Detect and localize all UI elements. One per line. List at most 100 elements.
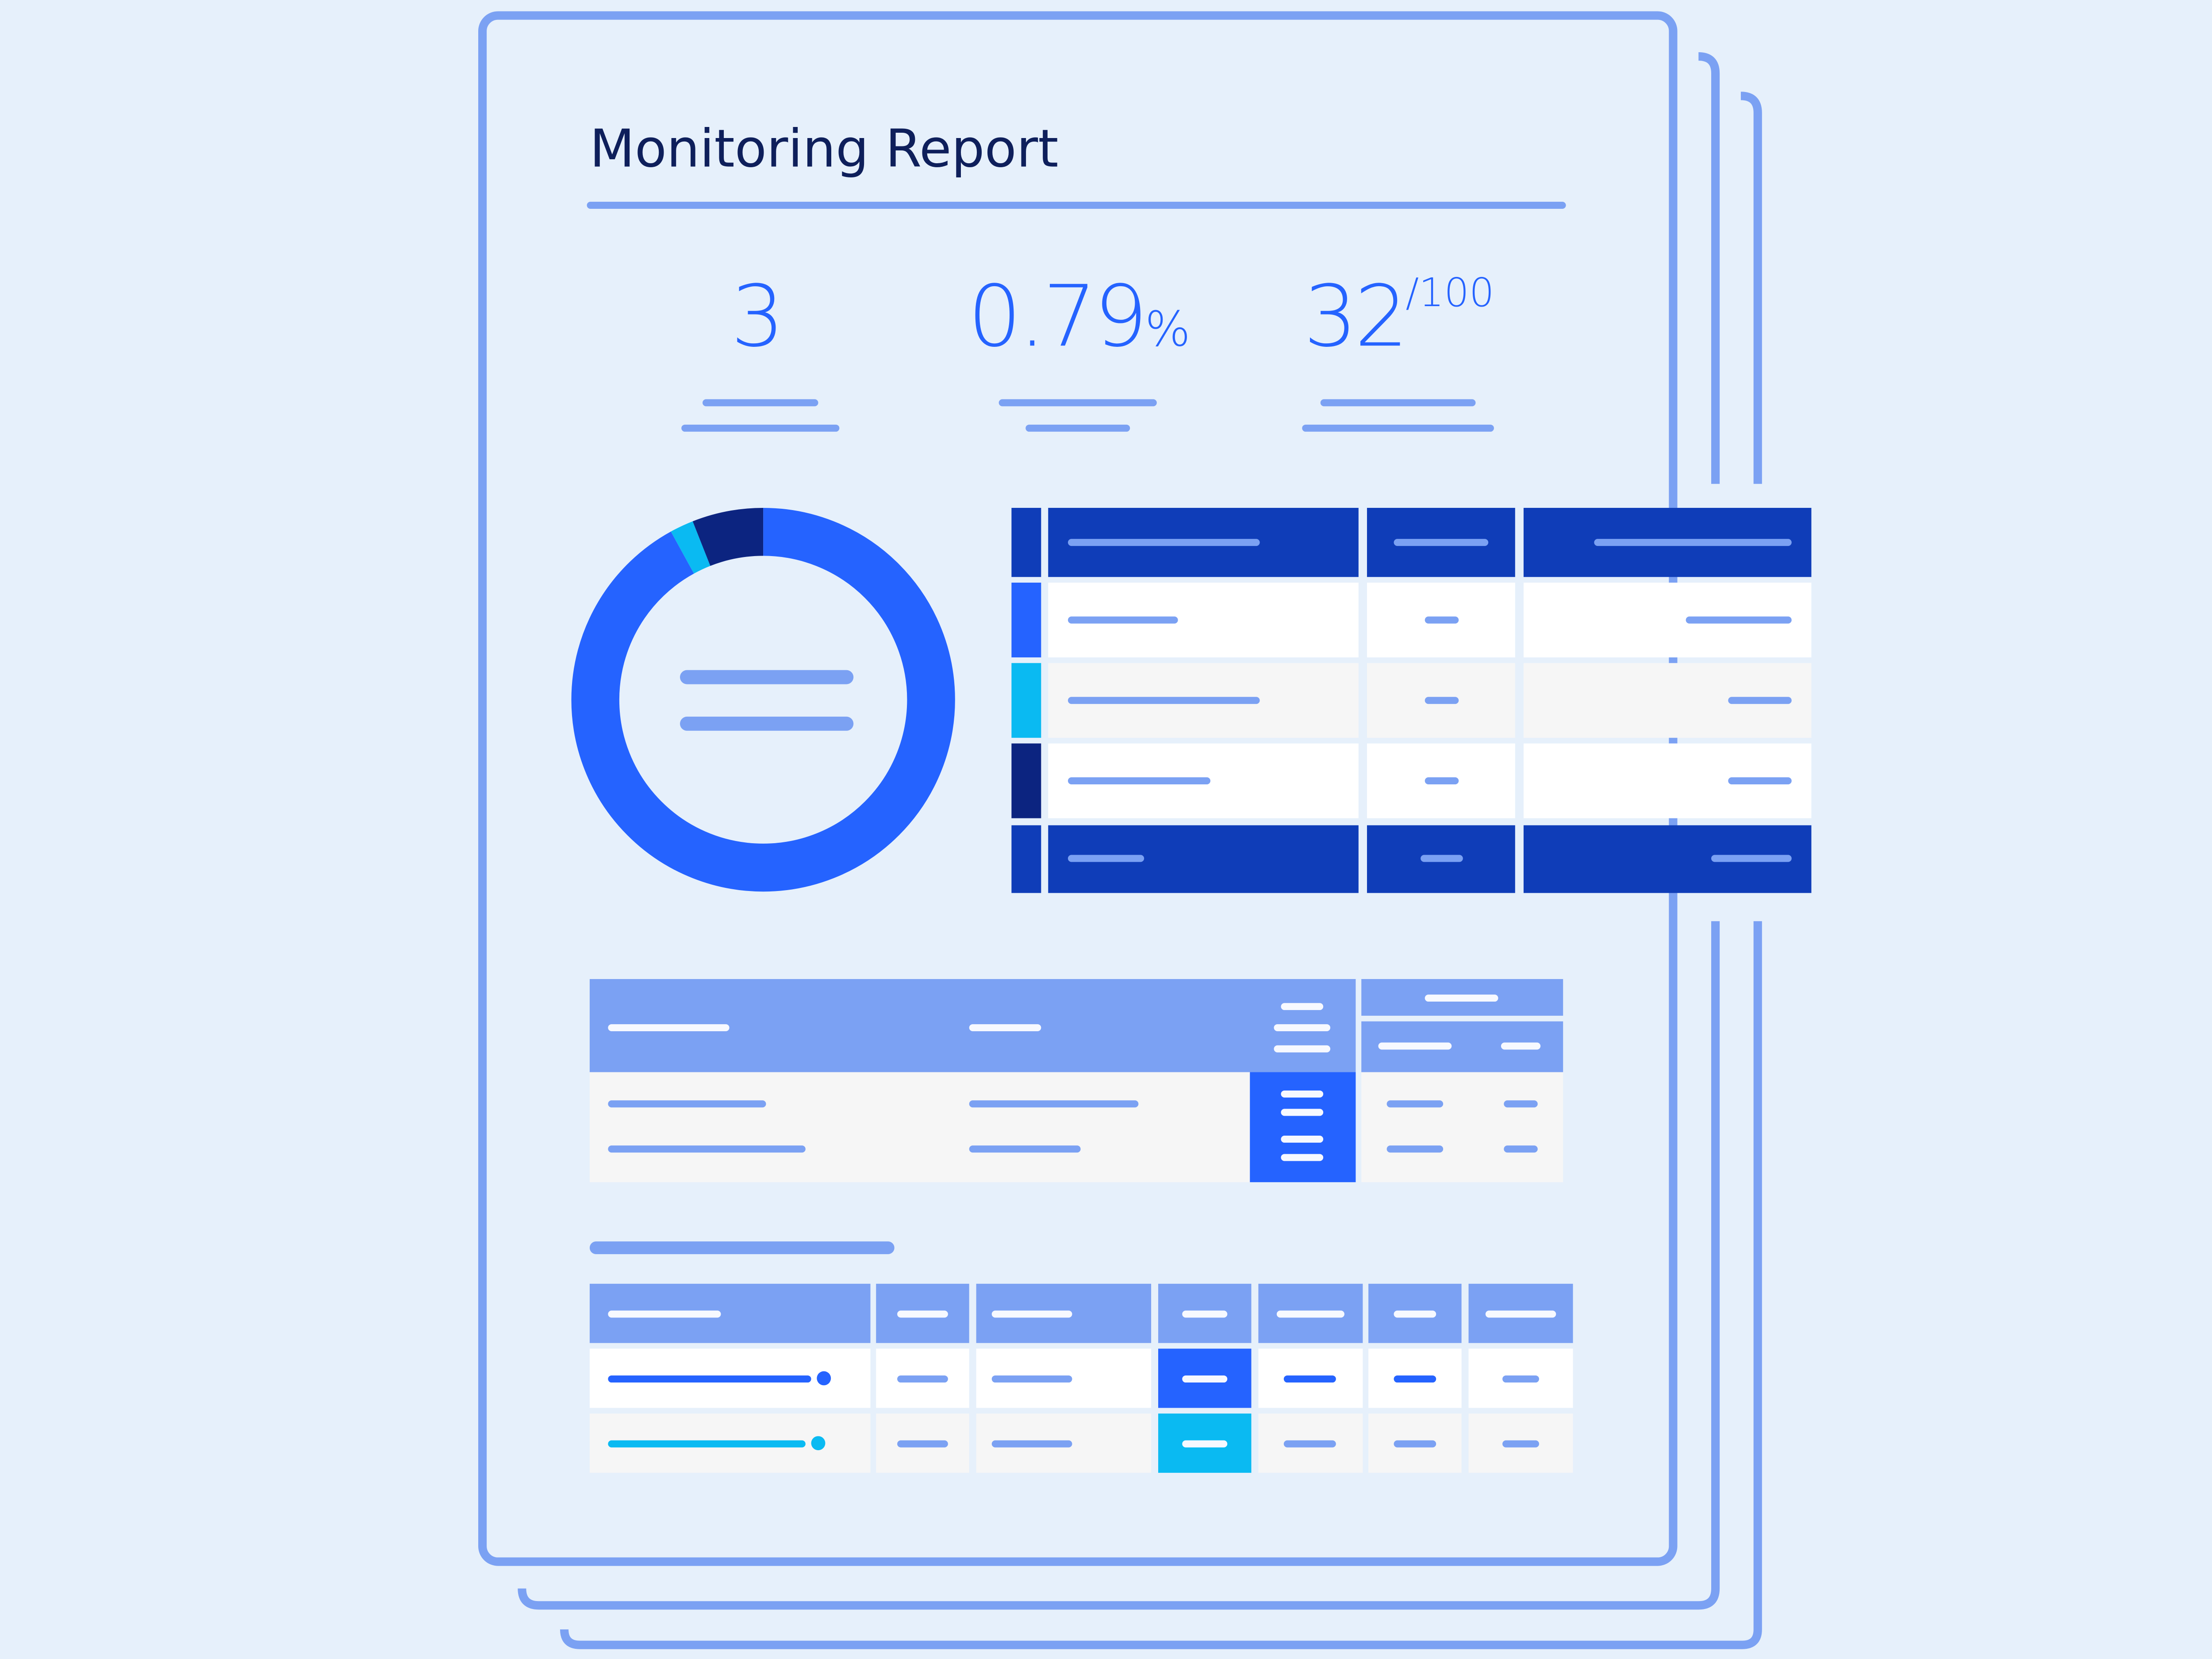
kpi-count-value: 3	[730, 268, 785, 367]
breakdown-row-1-key	[1011, 582, 1041, 657]
detail-section-heading	[589, 1241, 895, 1254]
kpi-score-label-line-1	[1320, 399, 1476, 407]
breakdown-row-3-col-3-text	[1728, 777, 1792, 784]
breakdown-header-col-3-text	[1594, 539, 1792, 546]
summary-header-list-line-1	[1281, 1003, 1324, 1010]
kpi-count: 3	[730, 268, 785, 367]
kpi-score-suffix: /100	[1406, 269, 1494, 316]
breakdown-total-col-3-text	[1711, 855, 1792, 862]
breakdown-row-3-col-2-text	[1425, 777, 1459, 784]
detail-row-2-col-2-text	[897, 1440, 948, 1448]
detail-header-col-5	[1258, 1283, 1363, 1343]
kpi-rate-unit: %	[1145, 302, 1191, 358]
summary-row-2-col-2-text	[969, 1145, 1081, 1153]
detail-header-col-4	[1158, 1283, 1252, 1343]
breakdown-header-key	[1011, 507, 1041, 577]
summary-header-col-2-text	[969, 1024, 1041, 1032]
breakdown-row-1-col-3-text	[1686, 616, 1792, 624]
donut-segment-1	[571, 507, 955, 892]
breakdown-total-col-2	[1367, 825, 1515, 893]
detail-row-2-col-4-text	[1182, 1440, 1228, 1448]
breakdown-row-2-col-1-text	[1068, 697, 1260, 704]
summary-header-subgroup	[1361, 1021, 1563, 1072]
breakdown-row-2-key	[1011, 663, 1041, 738]
breakdown-total-col-1-text	[1068, 855, 1144, 862]
detail-header-col-7	[1468, 1283, 1573, 1343]
breakdown-row-1-col-2-text	[1425, 616, 1459, 624]
detail-row-1-col-5-text	[1283, 1375, 1336, 1383]
summary-row-1-col-1-text	[608, 1100, 766, 1108]
breakdown-total-col-3	[1523, 825, 1812, 893]
breakdown-total-col-2-text	[1421, 855, 1463, 862]
detail-row-1-col-6	[1368, 1348, 1462, 1408]
detail-row-1-col-5	[1258, 1348, 1363, 1408]
summary-highlight-line-1	[1281, 1090, 1324, 1098]
breakdown-row-1-col-1	[1048, 582, 1359, 657]
kpi-count-label-line-1	[703, 399, 818, 407]
summary-highlight-line-2	[1281, 1109, 1324, 1116]
kpi-rate: 0.79%	[968, 268, 1191, 367]
detail-row-2-col-5-text	[1283, 1440, 1336, 1448]
breakdown-header-col-2	[1367, 507, 1515, 577]
kpi-count-label-line-2	[681, 424, 840, 432]
summary-subgroup-body	[1361, 1072, 1563, 1183]
breakdown-row-2-col-3-text	[1728, 697, 1792, 704]
detail-row-2-col-5	[1258, 1413, 1363, 1473]
detail-row-1-col-3-text	[991, 1375, 1072, 1383]
detail-header-col-4-text	[1182, 1310, 1228, 1318]
summary-header-subgroup-col-1-text	[1378, 1042, 1452, 1050]
detail-header-col-1-text	[608, 1310, 721, 1318]
breakdown-row-2-col-2-text	[1425, 697, 1459, 704]
detail-row-1-col-1	[589, 1348, 871, 1408]
detail-header-col-3	[976, 1283, 1152, 1343]
detail-row-2-col-6-text	[1394, 1440, 1436, 1448]
summary-row-1-col-2-text	[969, 1100, 1139, 1108]
summary-header-group-text	[1425, 995, 1498, 1002]
breakdown-header-col-1	[1048, 507, 1359, 577]
detail-header-col-2-text	[897, 1310, 948, 1318]
summary-header-list-line-3	[1274, 1045, 1331, 1052]
summary-header-group	[1361, 979, 1563, 1016]
summary-subgroup-row-2-col-2-text	[1504, 1145, 1538, 1153]
detail-row-2-col-7	[1468, 1413, 1573, 1473]
breakdown-total-col-1	[1048, 825, 1359, 893]
detail-row-2-col-3	[976, 1413, 1152, 1473]
detail-row-2-col-2	[876, 1413, 969, 1473]
summary-header-list-line-2	[1274, 1024, 1331, 1032]
breakdown-row-3-col-1-text	[1068, 777, 1210, 784]
breakdown-row-3-key	[1011, 743, 1041, 818]
detail-row-2-series-line	[608, 1440, 806, 1448]
summary-subgroup-row-1-col-1-text	[1386, 1100, 1444, 1108]
detail-row-2-col-3-text	[991, 1440, 1072, 1448]
summary-body	[589, 1072, 1250, 1183]
kpi-rate-label-line-2	[1025, 424, 1130, 432]
summary-subgroup-row-2-col-1-text	[1386, 1145, 1444, 1153]
detail-header-col-3-text	[991, 1310, 1072, 1318]
detail-row-2-col-6	[1368, 1413, 1462, 1473]
breakdown-header-col-1-text	[1068, 539, 1260, 546]
breakdown-row-2-col-2	[1367, 663, 1515, 738]
detail-row-1-col-6-text	[1394, 1375, 1436, 1383]
breakdown-row-1-col-1-text	[1068, 616, 1178, 624]
breakdown-total-key	[1011, 825, 1041, 893]
breakdown-row-1-col-2	[1367, 582, 1515, 657]
detail-row-1-col-7-text	[1502, 1375, 1539, 1383]
back-page-outline	[560, 92, 1762, 1649]
breakdown-row-3-col-3	[1523, 743, 1812, 818]
donut-chart	[571, 507, 955, 892]
detail-header-col-7-text	[1485, 1310, 1556, 1318]
kpi-rate-value: 0.79	[968, 268, 1148, 367]
breakdown-row-2-col-3	[1523, 663, 1812, 738]
detail-row-1-col-2	[876, 1348, 969, 1408]
breakdown-row-3-col-2	[1367, 743, 1515, 818]
donut-center-label-line-1	[680, 670, 854, 684]
donut-segment-3	[571, 507, 955, 892]
summary-row-2-col-1-text	[608, 1145, 806, 1153]
detail-row-1-col-3	[976, 1348, 1152, 1408]
summary-highlight-line-3	[1281, 1135, 1324, 1143]
kpi-score-label-line-2	[1302, 424, 1494, 432]
detail-row-2-col-4-highlight	[1158, 1413, 1252, 1473]
detail-row-2-series-dot	[811, 1436, 826, 1451]
page-title: Monitoring Report	[589, 118, 1059, 179]
